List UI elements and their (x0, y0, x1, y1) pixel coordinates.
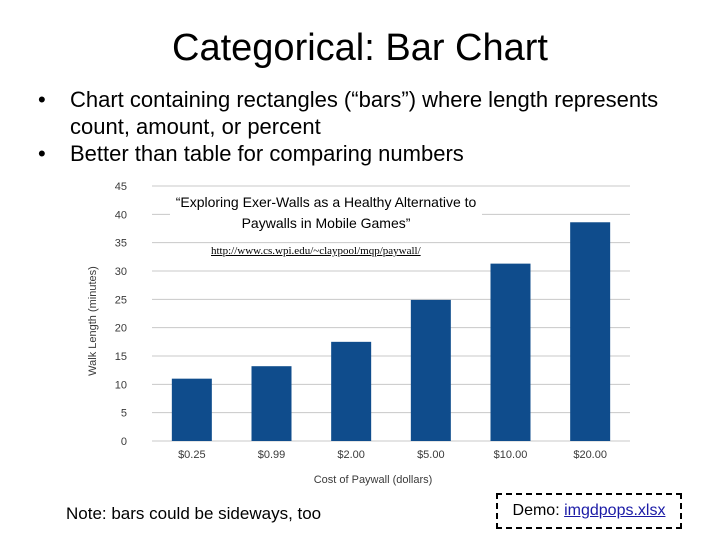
demo-file-link[interactable]: imgdpops.xlsx (564, 502, 666, 519)
bar (490, 263, 531, 441)
y-tick-label: 20 (115, 323, 127, 335)
bar (251, 366, 292, 441)
y-tick-labels: 0 5 10 15 20 25 30 35 40 45 (115, 181, 127, 448)
bars (171, 222, 611, 441)
y-axis-label: Walk Length (minutes) (87, 266, 99, 376)
y-tick-label: 10 (115, 379, 127, 391)
bullet-text: Chart containing rectangles (“bars”) whe… (70, 87, 659, 139)
bar (171, 378, 212, 441)
bullet-text: Better than table for comparing numbers (70, 141, 464, 166)
bar (410, 299, 451, 441)
y-tick-label: 25 (115, 294, 127, 306)
y-tick-label: 30 (115, 266, 127, 278)
y-tick-label: 35 (115, 238, 127, 250)
bullet-list: • Chart containing rectangles (“bars”) w… (38, 86, 698, 167)
y-tick-label: 15 (115, 351, 127, 363)
bar (570, 222, 611, 441)
x-tick-label: $0.99 (258, 449, 286, 461)
x-tick-labels: $0.25 $0.99 $2.00 $5.00 $10.00 $20.00 (178, 449, 607, 461)
x-axis-label: Cost of Paywall (dollars) (314, 474, 433, 486)
bar (331, 341, 372, 441)
caption-url-link[interactable]: http://www.cs.wpi.edu/~claypool/mqp/payw… (211, 245, 421, 258)
bullet-marker: • (38, 141, 46, 166)
x-tick-label: $10.00 (494, 449, 528, 461)
slide-title: Categorical: Bar Chart (172, 27, 548, 69)
bullet-item: • Chart containing rectangles (“bars”) w… (38, 86, 698, 140)
y-tick-label: 40 (115, 209, 127, 221)
note-text: Note: bars could be sideways, too (66, 504, 322, 523)
chart-caption: “Exploring Exer-Walls as a Healthy Alter… (170, 192, 482, 234)
y-tick-label: 45 (115, 181, 127, 193)
x-tick-label: $0.25 (178, 449, 206, 461)
y-tick-label: 5 (121, 408, 127, 420)
x-tick-label: $2.00 (337, 449, 365, 461)
y-tick-label: 0 (121, 436, 127, 448)
x-tick-label: $20.00 (573, 449, 607, 461)
demo-box: Demo: imgdpops.xlsx (496, 493, 682, 529)
demo-prefix: Demo: (512, 502, 560, 519)
bullet-item: • Better than table for comparing number… (38, 140, 698, 167)
x-tick-label: $5.00 (417, 449, 445, 461)
bullet-marker: • (38, 87, 46, 112)
